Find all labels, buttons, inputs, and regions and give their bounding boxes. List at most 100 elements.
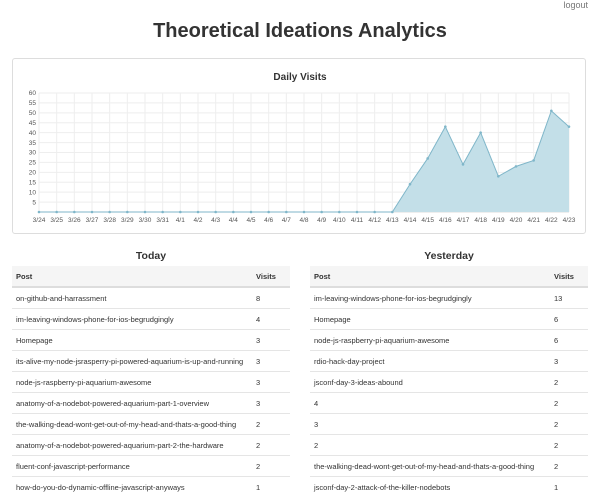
table-row: rdio-hack-day-project 3 [310,350,588,372]
visits-area-fill [39,110,569,212]
post-title-cell: anatomy-of-a-nodebot-powered-aquarium-pa… [12,392,252,414]
table-row: node-js-raspberry-pi-aquarium-awesome 6 [310,329,588,351]
visits-count-cell: 2 [252,455,290,477]
table-row: fluent-conf-javascript-performance 2 [12,455,290,477]
table-row: anatomy-of-a-nodebot-powered-aquarium-pa… [12,434,290,456]
visits-count-cell: 4 [252,308,290,330]
yesterday-section: Yesterday Post Visits im-leaving-windows… [310,246,588,497]
data-point [249,210,253,214]
x-tick-label: 4/12 [368,217,381,224]
post-title-cell: the-walking-dead-wont-get-out-of-my-head… [310,455,550,477]
data-point [126,210,129,214]
table-row: Homepage 6 [310,308,588,330]
x-tick-label: 4/2 [193,217,202,224]
visits-count-cell: 2 [550,413,588,435]
yesterday-post-column-header: Post [310,266,550,288]
data-point [55,210,58,214]
x-tick-label: 4/19 [492,217,505,224]
y-tick-label: 25 [29,160,37,167]
x-tick-label: 4/10 [333,217,346,224]
x-tick-label: 4/16 [439,217,452,224]
x-tick-label: 4/18 [474,217,487,224]
data-point [408,182,412,186]
x-tick-label: 3/24 [33,217,46,224]
table-row: im-leaving-windows-phone-for-ios-begrudg… [12,308,290,330]
post-title-cell: fluent-conf-javascript-performance [12,455,252,477]
visits-count-cell: 6 [550,329,588,351]
post-title-cell: jsconf-day-3-ideas-abound [310,371,550,393]
x-tick-label: 4/3 [211,217,220,224]
table-row: anatomy-of-a-nodebot-powered-aquarium-pa… [12,392,290,414]
x-tick-label: 4/6 [264,217,273,224]
table-row: the-walking-dead-wont-get-out-of-my-head… [12,413,290,435]
visits-count-cell: 8 [252,286,290,309]
daily-visits-chart: Daily Visits 5 10 15 20 25 30 35 40 45 50 55 60 3/2… [29,72,576,224]
x-tick-label: 4/17 [457,217,470,224]
data-point [444,125,447,129]
visits-count-cell: 1 [252,476,290,497]
table-row: its-alive-my-node-jsrasperry-pi-powered-… [12,350,290,372]
x-tick-label: 4/1 [176,217,185,224]
post-title-cell: 2 [310,434,550,456]
table-row: Homepage 3 [12,329,290,351]
data-point [567,125,571,129]
post-title-cell: 4 [310,392,550,414]
data-point [302,210,306,214]
y-tick-label: 45 [29,120,37,127]
post-title-cell: its-alive-my-node-jsrasperry-pi-powered-… [12,350,252,372]
post-title-cell: node-js-raspberry-pi-aquarium-awesome [310,329,550,351]
visits-count-cell: 2 [550,392,588,414]
visits-count-cell: 3 [252,392,290,414]
yesterday-header-row: Post Visits [310,266,588,288]
x-tick-label: 4/7 [282,217,291,224]
x-tick-label: 4/15 [421,217,434,224]
table-row: jsconf-day-3-ideas-abound 2 [310,371,588,393]
x-tick-label: 4/9 [317,217,326,224]
today-section: Today Post Visits on-github-and-harrassm… [12,246,290,497]
table-row: how-do-you-do-dynamic-offline-javascript… [12,476,290,497]
data-point [285,210,288,214]
today-visits-column-header: Visits [252,266,290,288]
data-point [196,210,200,214]
y-tick-label: 5 [32,199,36,206]
visits-count-cell: 13 [550,286,588,309]
today-table: Post Visits on-github-and-harrassment 8 im… [12,266,290,497]
y-tick-label: 30 [29,150,37,157]
data-point [338,210,341,214]
y-tick-label: 10 [29,189,37,196]
visits-count-cell: 2 [550,455,588,477]
post-title-cell: node-js-raspberry-pi-aquarium-awesome [12,371,252,393]
x-tick-label: 4/21 [527,217,540,224]
yesterday-heading: Yesterday [424,250,474,262]
daily-visits-chart-panel: Daily Visits 5 10 15 20 25 30 35 40 45 50 55 60 3/2… [12,58,586,234]
today-heading: Today [135,250,167,262]
x-tick-label: 4/22 [545,217,558,224]
table-row: node-js-raspberry-pi-aquarium-awesome 3 [12,371,290,393]
y-tick-label: 15 [29,179,37,186]
post-title-cell: 3 [310,413,550,435]
data-point [461,163,465,166]
logout-link[interactable]: logout [563,0,588,10]
data-point [232,210,235,214]
post-title-cell: how-do-you-do-dynamic-offline-javascript… [12,476,252,497]
x-tick-label: 3/25 [50,217,63,224]
visits-count-cell: 6 [550,308,588,330]
visits-count-cell: 2 [252,434,290,456]
today-header-row: Post Visits [12,266,290,288]
visits-count-cell: 2 [550,371,588,393]
data-point [143,210,147,214]
post-title-cell: the-walking-dead-wont-get-out-of-my-head… [12,413,252,435]
x-tick-label: 3/31 [156,217,169,224]
y-tick-label: 60 [29,90,37,97]
data-point [37,210,41,214]
x-tick-label: 3/26 [68,217,81,224]
data-point [73,210,76,214]
data-point [108,210,111,214]
chart-area-layer [37,109,571,214]
data-point [90,210,94,214]
data-point [391,210,394,214]
table-row: the-walking-dead-wont-get-out-of-my-head… [310,455,588,477]
visits-count-cell: 3 [252,350,290,372]
